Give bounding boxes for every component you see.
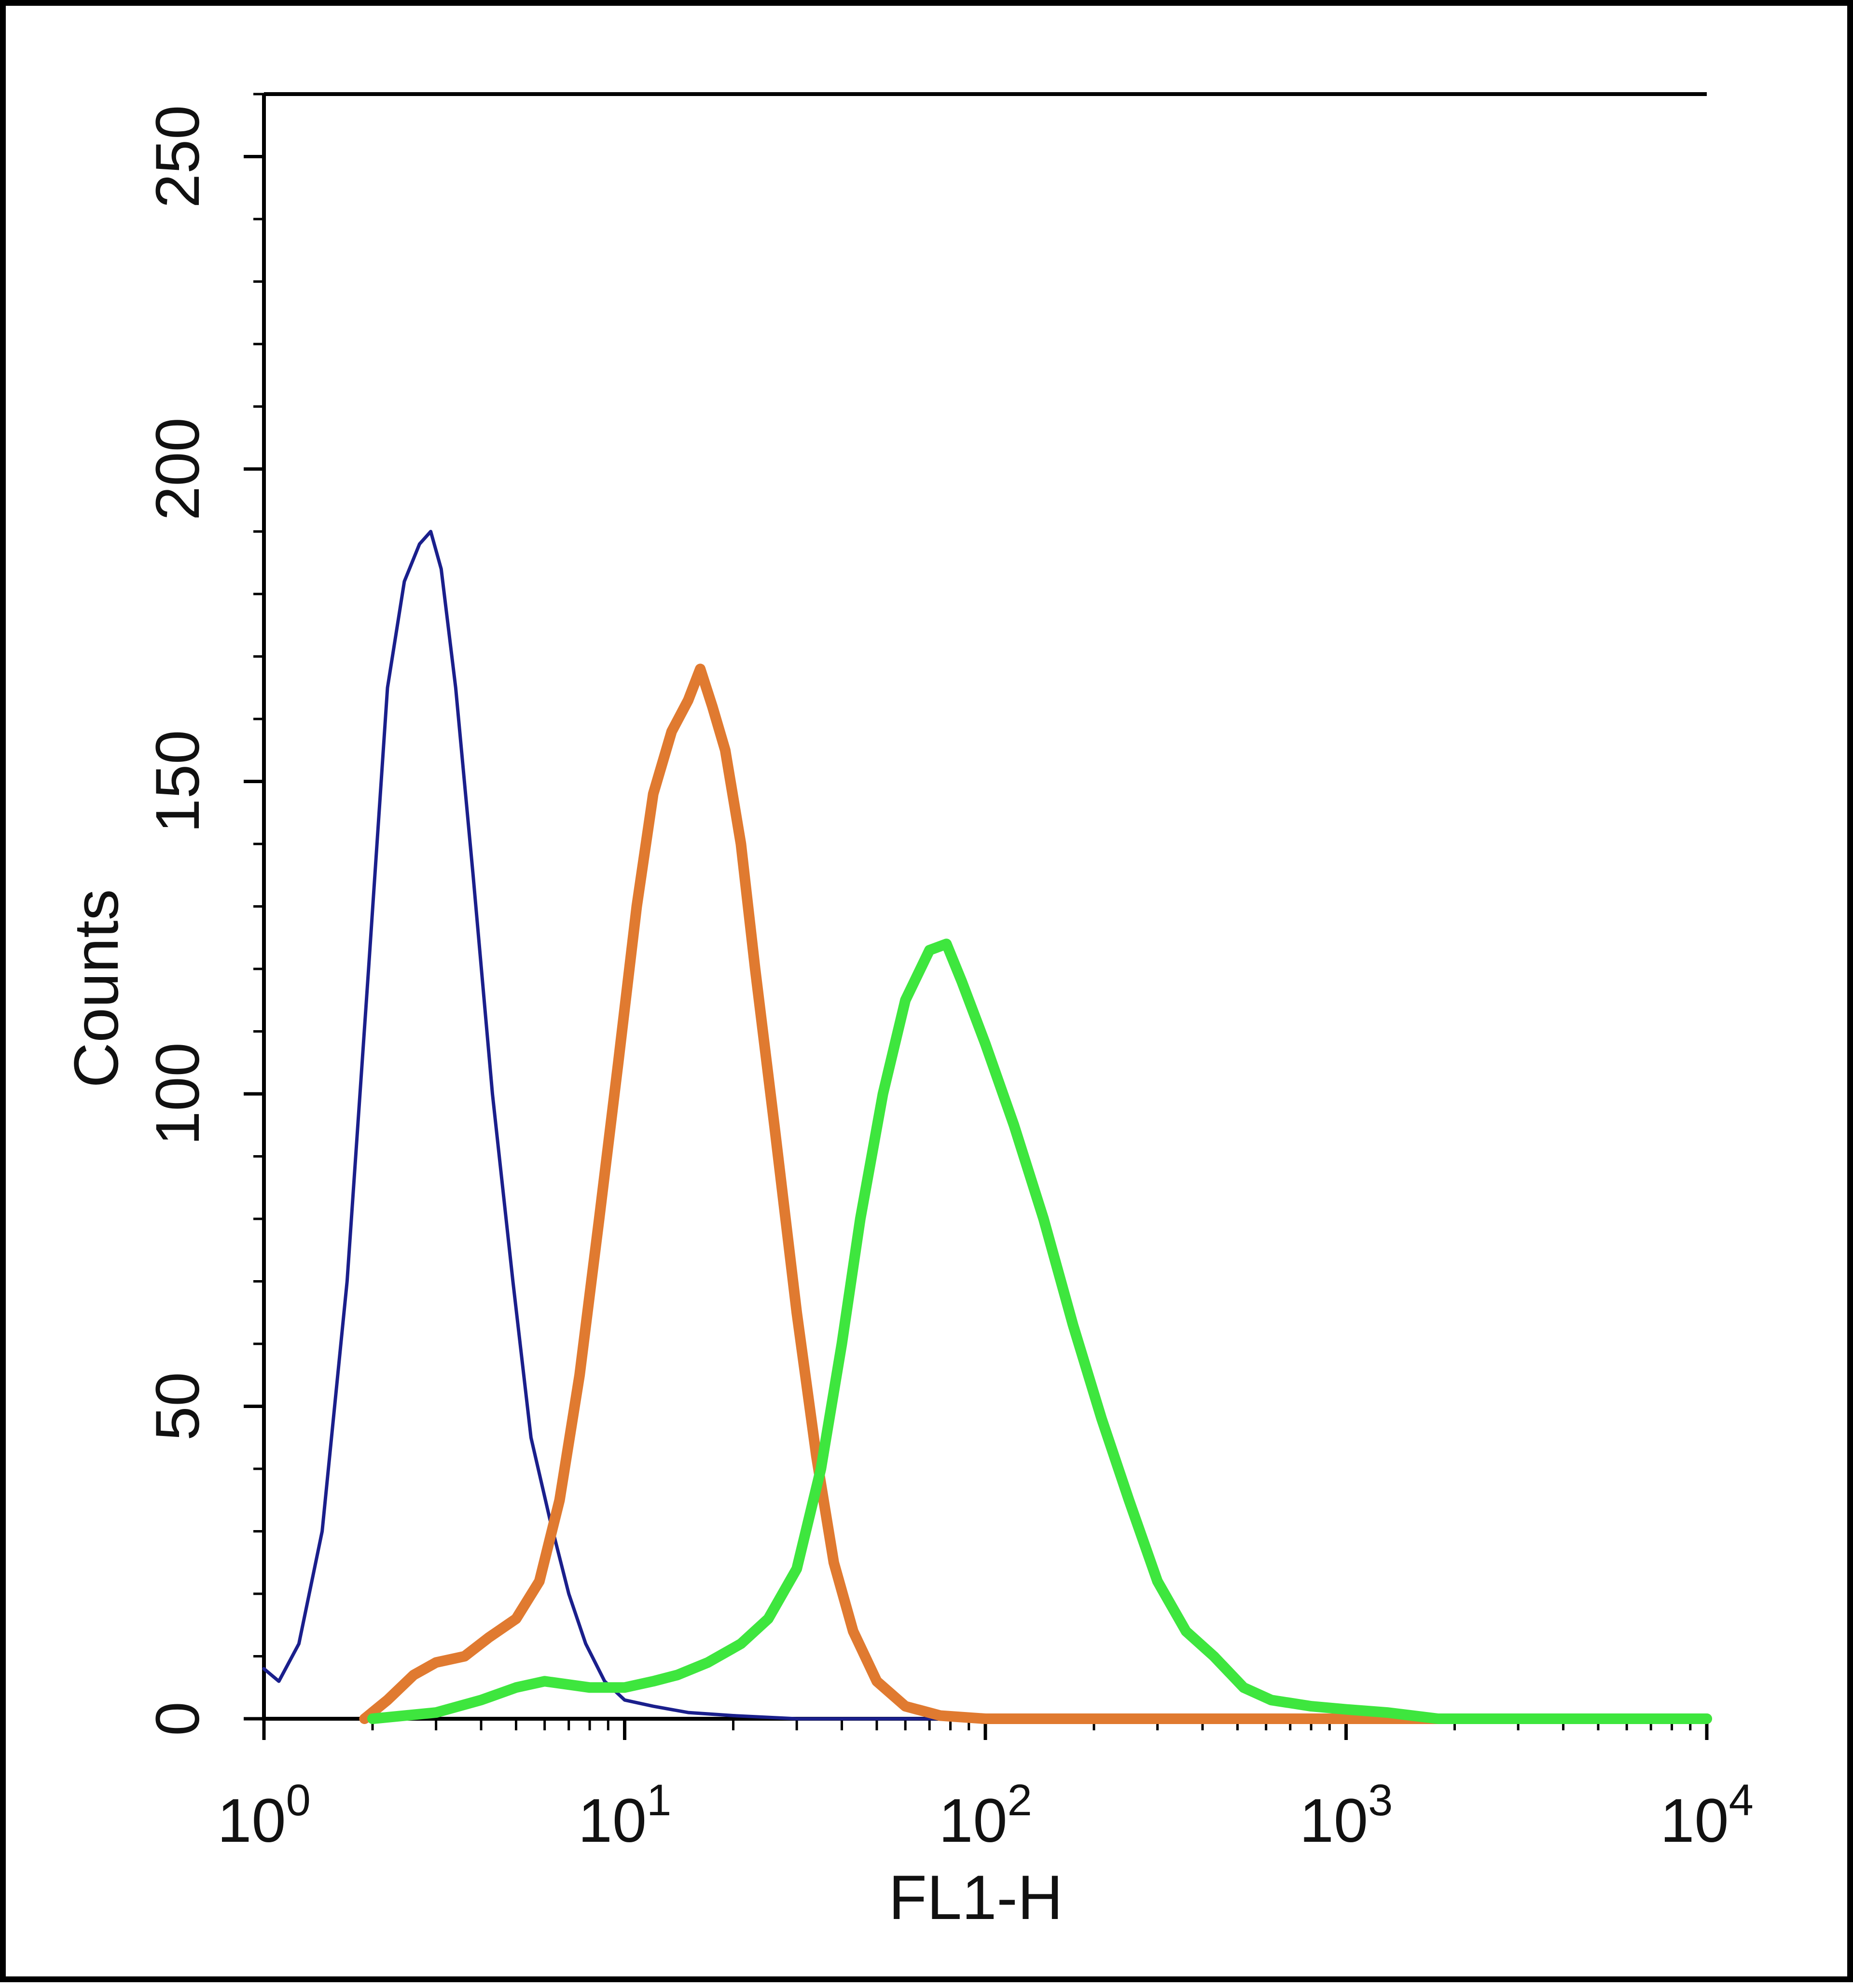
series-1-line	[262, 530, 1709, 1721]
series-3-line	[367, 939, 1712, 1724]
y-tick-label: 0	[143, 1701, 212, 1736]
y-tick-label: 150	[143, 730, 212, 833]
x-tick-label: 102	[939, 1776, 1032, 1855]
x-tick-label: 104	[1660, 1776, 1754, 1855]
histogram-chart: 0 50 100 150 200 250 100 101 102 103 104 FL1-H Count…	[61, 92, 1754, 1933]
y-tick-label: 50	[143, 1372, 212, 1440]
axes	[244, 92, 1709, 1740]
series-2-line	[359, 663, 1712, 1724]
series-layer	[262, 530, 1712, 1724]
y-tick-label: 250	[143, 105, 212, 208]
y-axis-title: Counts	[61, 889, 131, 1088]
x-tick-label: 103	[1300, 1776, 1393, 1855]
y-tick-label: 100	[143, 1042, 212, 1146]
labels: 0 50 100 150 200 250 100 101 102 103 104 FL1-H Count…	[61, 105, 1754, 1933]
x-tick-label: 101	[578, 1776, 672, 1855]
x-axis-title: FL1-H	[888, 1862, 1063, 1933]
y-tick-label: 200	[143, 417, 212, 521]
x-tick-label: 100	[217, 1776, 311, 1855]
